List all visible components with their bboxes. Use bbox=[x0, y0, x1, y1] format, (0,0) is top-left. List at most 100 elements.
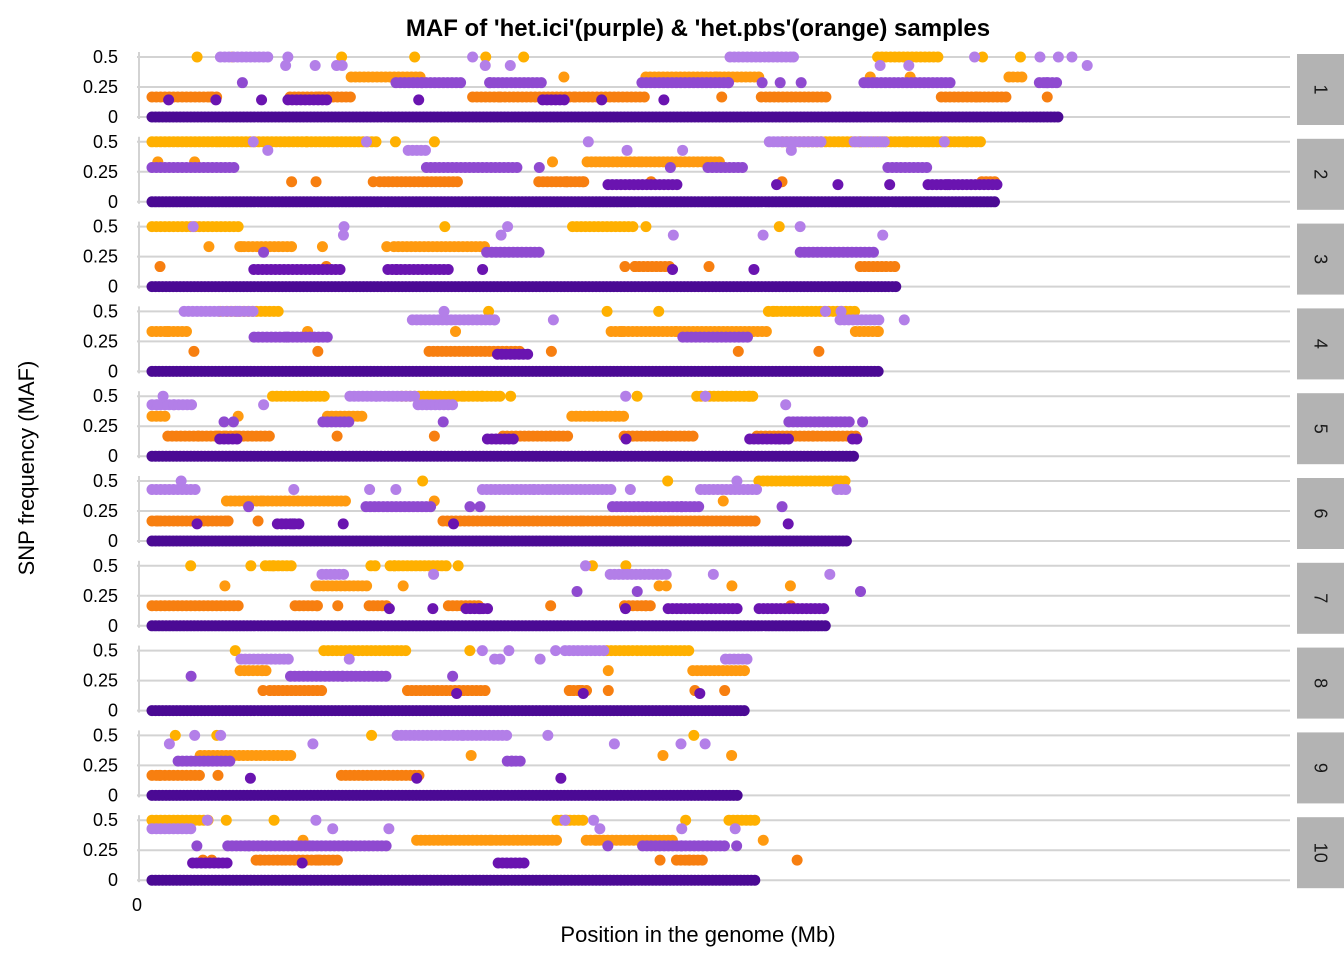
data-point bbox=[495, 229, 507, 241]
data-point bbox=[476, 645, 488, 657]
data-point bbox=[244, 772, 256, 784]
data-point bbox=[188, 345, 200, 357]
data-point bbox=[455, 77, 467, 89]
data-point bbox=[428, 136, 440, 148]
data-point bbox=[577, 814, 589, 826]
series-het-ici bbox=[163, 51, 1093, 106]
data-point bbox=[256, 94, 268, 106]
data-point bbox=[366, 729, 378, 741]
y-tick-label: 0.25 bbox=[83, 162, 118, 182]
data-point bbox=[784, 580, 796, 592]
data-point bbox=[602, 840, 614, 852]
data-point bbox=[288, 484, 300, 496]
data-point bbox=[282, 653, 294, 665]
data-point bbox=[185, 670, 197, 682]
data-point bbox=[545, 430, 557, 442]
data-point bbox=[602, 685, 614, 697]
data-point bbox=[228, 161, 240, 173]
data-point bbox=[215, 729, 227, 741]
data-point bbox=[451, 687, 463, 699]
data-point bbox=[1081, 60, 1093, 72]
data-point bbox=[718, 840, 730, 852]
data-point bbox=[262, 51, 274, 63]
data-point bbox=[624, 484, 636, 496]
data-point bbox=[161, 325, 173, 337]
series-het-ici-zero bbox=[146, 874, 761, 886]
data-point bbox=[272, 305, 284, 317]
data-point bbox=[757, 229, 769, 241]
data-point bbox=[631, 390, 643, 402]
data-point bbox=[693, 501, 705, 513]
data-point bbox=[757, 834, 769, 846]
data-point bbox=[212, 769, 224, 781]
data-point bbox=[390, 484, 402, 496]
data-point bbox=[370, 136, 382, 148]
data-point bbox=[867, 246, 879, 258]
data-point bbox=[620, 390, 632, 402]
data-point bbox=[409, 51, 421, 63]
data-point bbox=[428, 568, 440, 580]
data-point bbox=[310, 814, 322, 826]
data-point bbox=[658, 94, 670, 106]
facet-strip-label: 9 bbox=[1311, 763, 1331, 773]
y-tick-label: 0.25 bbox=[83, 671, 118, 691]
data-point bbox=[361, 580, 373, 592]
data-point bbox=[282, 51, 294, 63]
y-tick-label: 0.25 bbox=[83, 586, 118, 606]
data-point bbox=[582, 136, 594, 148]
data-point bbox=[193, 769, 205, 781]
data-point bbox=[227, 416, 239, 428]
data-point bbox=[440, 729, 452, 741]
data-point bbox=[667, 263, 679, 275]
data-point bbox=[163, 738, 175, 750]
data-point bbox=[938, 136, 950, 148]
x-tick-label: 0 bbox=[132, 895, 142, 915]
data-point bbox=[307, 738, 319, 750]
facet-panel-chr-10: 0 0.25 0.5 10 bbox=[83, 810, 1344, 890]
data-point bbox=[707, 568, 719, 580]
data-point bbox=[371, 390, 383, 402]
data-point bbox=[771, 179, 783, 191]
data-point bbox=[873, 314, 885, 326]
data-point bbox=[756, 77, 768, 89]
data-point bbox=[874, 60, 886, 72]
data-point bbox=[439, 221, 451, 233]
data-point bbox=[751, 484, 763, 496]
y-tick-label: 0 bbox=[108, 785, 118, 805]
data-point bbox=[640, 221, 652, 233]
data-point bbox=[620, 433, 632, 445]
data-point bbox=[719, 685, 731, 697]
data-point bbox=[601, 305, 613, 317]
data-point bbox=[343, 416, 355, 428]
data-point bbox=[243, 501, 255, 513]
data-point bbox=[321, 331, 333, 343]
data-point bbox=[872, 325, 884, 337]
data-point bbox=[776, 501, 788, 513]
data-point bbox=[535, 77, 547, 89]
data-point bbox=[309, 60, 321, 72]
data-point bbox=[332, 600, 344, 612]
data-point bbox=[327, 823, 339, 835]
data-point bbox=[654, 854, 666, 866]
data-point bbox=[580, 560, 592, 572]
data-point bbox=[338, 221, 350, 233]
data-point bbox=[1052, 111, 1064, 123]
data-point bbox=[232, 600, 244, 612]
data-point bbox=[813, 345, 825, 357]
data-point bbox=[970, 91, 982, 103]
data-point bbox=[729, 823, 741, 835]
data-point bbox=[533, 246, 545, 258]
data-point bbox=[723, 77, 735, 89]
data-point bbox=[782, 518, 794, 530]
data-point bbox=[898, 314, 910, 326]
data-point bbox=[437, 416, 449, 428]
data-point bbox=[974, 136, 986, 148]
y-tick-label: 0 bbox=[108, 277, 118, 297]
facet-strip-label: 6 bbox=[1311, 508, 1331, 518]
data-point bbox=[676, 840, 688, 852]
facet-panel-chr-9: 0 0.25 0.5 9 bbox=[83, 725, 1344, 805]
data-point bbox=[448, 518, 460, 530]
data-point bbox=[699, 738, 711, 750]
data-point bbox=[185, 823, 197, 835]
facet-panel-chr-7: 0 0.25 0.5 7 bbox=[83, 556, 1344, 636]
